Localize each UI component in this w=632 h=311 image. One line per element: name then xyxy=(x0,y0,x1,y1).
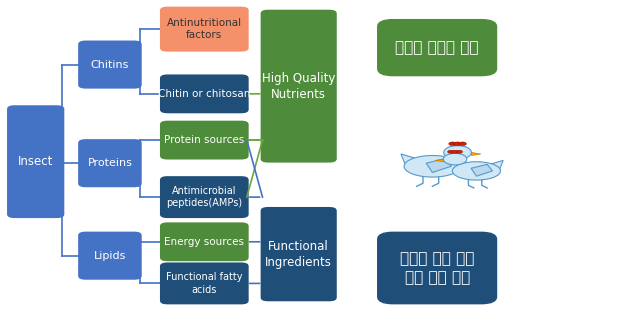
Polygon shape xyxy=(401,154,432,169)
Text: 양질의 영양소 공급: 양질의 영양소 공급 xyxy=(396,40,479,55)
Circle shape xyxy=(443,153,467,165)
Polygon shape xyxy=(471,152,481,156)
Ellipse shape xyxy=(453,162,501,180)
Circle shape xyxy=(456,150,463,153)
Circle shape xyxy=(452,150,458,153)
Text: Functional
Ingredients: Functional Ingredients xyxy=(265,240,332,269)
Text: Proteins: Proteins xyxy=(87,158,132,168)
Polygon shape xyxy=(426,159,451,173)
FancyBboxPatch shape xyxy=(160,176,248,218)
Text: Chitin or chitosan: Chitin or chitosan xyxy=(158,89,250,99)
Polygon shape xyxy=(471,164,492,176)
Text: Chitins: Chitins xyxy=(91,60,129,70)
FancyBboxPatch shape xyxy=(78,232,142,280)
Text: Insect: Insect xyxy=(18,155,53,168)
Circle shape xyxy=(447,150,454,153)
Text: Functional fatty
acids: Functional fatty acids xyxy=(166,272,243,295)
FancyBboxPatch shape xyxy=(160,222,248,261)
FancyBboxPatch shape xyxy=(78,139,142,187)
FancyBboxPatch shape xyxy=(377,232,497,304)
FancyBboxPatch shape xyxy=(160,7,248,52)
FancyBboxPatch shape xyxy=(260,10,337,163)
Text: 기능성 소재 활용
닭의 건강 증진: 기능성 소재 활용 닭의 건강 증진 xyxy=(400,251,474,285)
Text: Antimicrobial
peptides(AMPs): Antimicrobial peptides(AMPs) xyxy=(166,186,243,208)
Text: Energy sources: Energy sources xyxy=(164,237,245,247)
Ellipse shape xyxy=(404,156,461,177)
Text: Protein sources: Protein sources xyxy=(164,135,245,145)
Text: Antinutritional
factors: Antinutritional factors xyxy=(167,18,242,40)
Circle shape xyxy=(449,142,456,146)
Circle shape xyxy=(459,142,466,146)
FancyBboxPatch shape xyxy=(160,74,248,113)
FancyBboxPatch shape xyxy=(160,262,248,304)
Polygon shape xyxy=(477,160,503,174)
FancyBboxPatch shape xyxy=(7,105,64,218)
Polygon shape xyxy=(435,159,443,162)
FancyBboxPatch shape xyxy=(160,121,248,160)
FancyBboxPatch shape xyxy=(377,19,497,76)
Circle shape xyxy=(454,142,461,146)
Circle shape xyxy=(444,146,471,159)
Text: High Quality
Nutrients: High Quality Nutrients xyxy=(262,72,336,101)
FancyBboxPatch shape xyxy=(260,207,337,301)
Text: Lipids: Lipids xyxy=(94,251,126,261)
FancyBboxPatch shape xyxy=(78,40,142,89)
